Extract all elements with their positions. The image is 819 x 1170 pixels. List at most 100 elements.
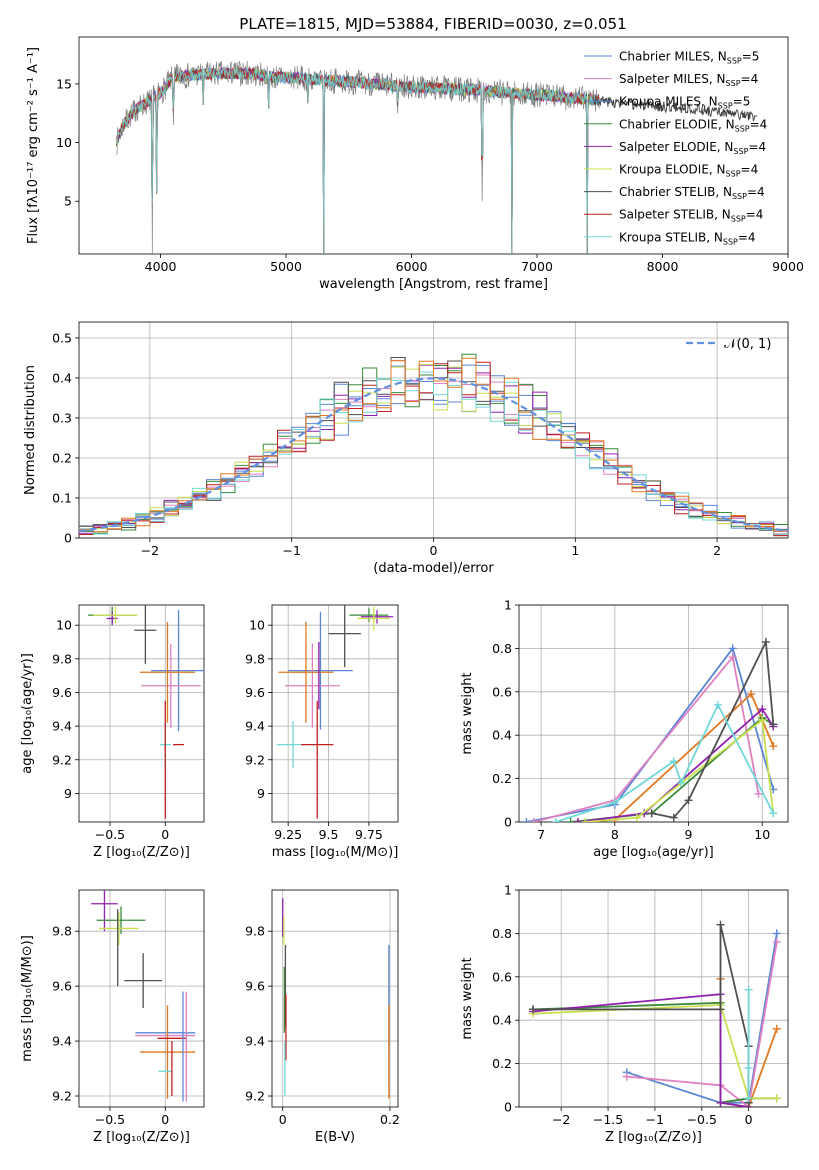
x-tick-label: 9.5 [319, 827, 339, 842]
panel-massweight-vs-age: 7 8 9 10 0 0.2 0.4 0.6 0.8 1 age [log₁₀(age/yr)] ma… [460, 598, 789, 860]
x-axis-label: wavelength [Angstrom, rest frame] [319, 277, 548, 292]
x-tick-label: −0.5 [95, 827, 125, 842]
legend-tail: =4 [741, 163, 759, 177]
histogram-step-9 [79, 357, 788, 533]
data-point-marker [581, 818, 590, 822]
mass-weight-line-5 [585, 718, 775, 822]
mass-weight-line-4 [577, 707, 775, 822]
x-axis-label: (data-model)/error [373, 561, 494, 576]
y-tick-label: 0.4 [492, 728, 512, 743]
model-spectrum-tail [593, 95, 757, 122]
plot-area [116, 60, 757, 254]
legend-sub: SSP [727, 57, 742, 66]
y-tick-label: 0.1 [52, 491, 72, 506]
x-tick-label: 1 [571, 543, 579, 558]
legend-tail: =4 [746, 208, 764, 222]
y-tick-label: 9.4 [52, 719, 72, 734]
legend-tail: =5 [742, 50, 760, 64]
panel-age-vs-Z: −0.5 0 9 9.2 9.4 9.6 9.8 10 Z [log₁₀(Z/Z⊙)] age [… [20, 604, 205, 860]
legend-label: Salpeter ELODIE, NSSP=4 [619, 140, 766, 156]
legend-sub: SSP [726, 170, 741, 179]
y-axis-label: mass weight [460, 957, 475, 1039]
y-tick-label: 0 [504, 1100, 512, 1115]
x-tick-label: 9000 [772, 259, 804, 274]
plot-area [522, 637, 778, 822]
y-axis-label: Normed distribution [23, 365, 38, 495]
y-tick-label: 0.6 [492, 969, 512, 984]
y-tick-label: 5 [64, 194, 72, 209]
panel-mass-vs-EBV: 0 0.2 9.2 9.4 9.6 9.8 E(B-V) [245, 889, 400, 1145]
data-point-marker [769, 742, 778, 751]
y-tick-label: 9.6 [245, 979, 265, 994]
x-tick-label: 0.2 [380, 1112, 400, 1127]
x-axis-label: mass [log₁₀(M/M⊙)] [272, 845, 399, 860]
mass-weight-line-4 [533, 993, 749, 1107]
data-point-marker [713, 700, 722, 709]
y-tick-label: 9.6 [52, 979, 72, 994]
plot-frame [78, 36, 789, 255]
x-tick-label: −2 [141, 543, 159, 558]
histogram-step-6 [79, 357, 788, 531]
data-point-marker [622, 1072, 631, 1081]
plot-area [87, 605, 204, 819]
legend-label: Kroupa MILES, NSSP=5 [619, 95, 750, 111]
panel-age-vs-mass: 9.25 9.5 9.75 9 9.2 9.4 9.6 9.8 10 mass [log₁₀(M/… [245, 604, 399, 860]
legend-tail: =4 [738, 230, 756, 244]
legend-label: Chabrier ELODIE, NSSP=4 [619, 117, 767, 133]
model-spectrum-7 [116, 66, 600, 254]
legend-label: Chabrier MILES, NSSP=5 [619, 50, 759, 66]
data-point-marker [772, 938, 781, 947]
legend-tail: =5 [733, 95, 751, 109]
x-tick-label: 8000 [647, 259, 679, 274]
plot-frame [518, 889, 789, 1108]
y-axis-label: age [log₁₀(age/yr)] [20, 653, 35, 774]
y-tick-label: 10 [56, 618, 72, 633]
mass-weight-line-1 [626, 941, 778, 1107]
plot-area [529, 920, 781, 1107]
panel-mass-vs-Z: −0.5 0 9.2 9.4 9.6 9.8 Z [log₁₀(Z/Z⊙)] mass [lo… [20, 889, 205, 1145]
x-axis-label: Z [log₁₀(Z/Z⊙)] [605, 1130, 702, 1145]
data-point-marker [610, 798, 619, 807]
data-point-marker [754, 789, 763, 798]
x-tick-label: −0.5 [95, 1112, 125, 1127]
data-point-marker [669, 813, 678, 822]
y-tick-label: 9.8 [245, 651, 265, 666]
legend-tail: =4 [741, 72, 759, 86]
y-tick-label: 15 [56, 76, 72, 91]
panel-spectrum: 4000 5000 6000 7000 8000 9000 5 10 15 wavelength … [26, 36, 804, 292]
plot-frame [518, 604, 789, 823]
data-point-marker [716, 920, 725, 929]
y-tick-label: 10 [249, 618, 265, 633]
x-tick-label: −1 [282, 543, 300, 558]
y-tick-label: 9.8 [245, 924, 265, 939]
panel-residuals: −2 −1 0 1 2 0 0.1 0.2 0.3 0.4 0.5 (data-model)/erro… [23, 321, 789, 576]
data-point-marker [772, 929, 781, 938]
y-tick-label: 0.8 [492, 641, 512, 656]
y-tick-label: 0 [64, 531, 72, 546]
x-axis-label: Z [log₁₀(Z/Z⊙)] [93, 845, 190, 860]
x-tick-label: 10 [754, 827, 770, 842]
data-point-marker [632, 813, 641, 822]
data-point-marker [551, 818, 560, 822]
legend-tail: =4 [747, 185, 765, 199]
plot-area [91, 890, 196, 1102]
x-tick-label: 7 [537, 827, 545, 842]
y-tick-label: 9.2 [245, 752, 265, 767]
x-tick-label: 0 [161, 827, 169, 842]
y-tick-label: 9.6 [245, 685, 265, 700]
plot-frame [78, 889, 205, 1108]
legend-label: Chabrier STELIB, NSSP=4 [619, 185, 765, 201]
normal-legend-label: 𝒩(0, 1) [724, 337, 771, 352]
normal-curve [79, 377, 788, 533]
data-point-marker [744, 985, 753, 994]
x-tick-label: 0 [161, 1112, 169, 1127]
x-tick-label: 4000 [145, 259, 177, 274]
plot-area [282, 898, 390, 1099]
legend-label: Salpeter STELIB, NSSP=4 [619, 208, 763, 224]
data-point-marker [716, 1005, 725, 1014]
legend-sub: SSP [718, 102, 733, 111]
x-tick-label: 0 [745, 1112, 753, 1127]
y-tick-label: 9.2 [52, 752, 72, 767]
x-tick-label: 7000 [521, 259, 553, 274]
y-tick-label: 0 [504, 815, 512, 830]
